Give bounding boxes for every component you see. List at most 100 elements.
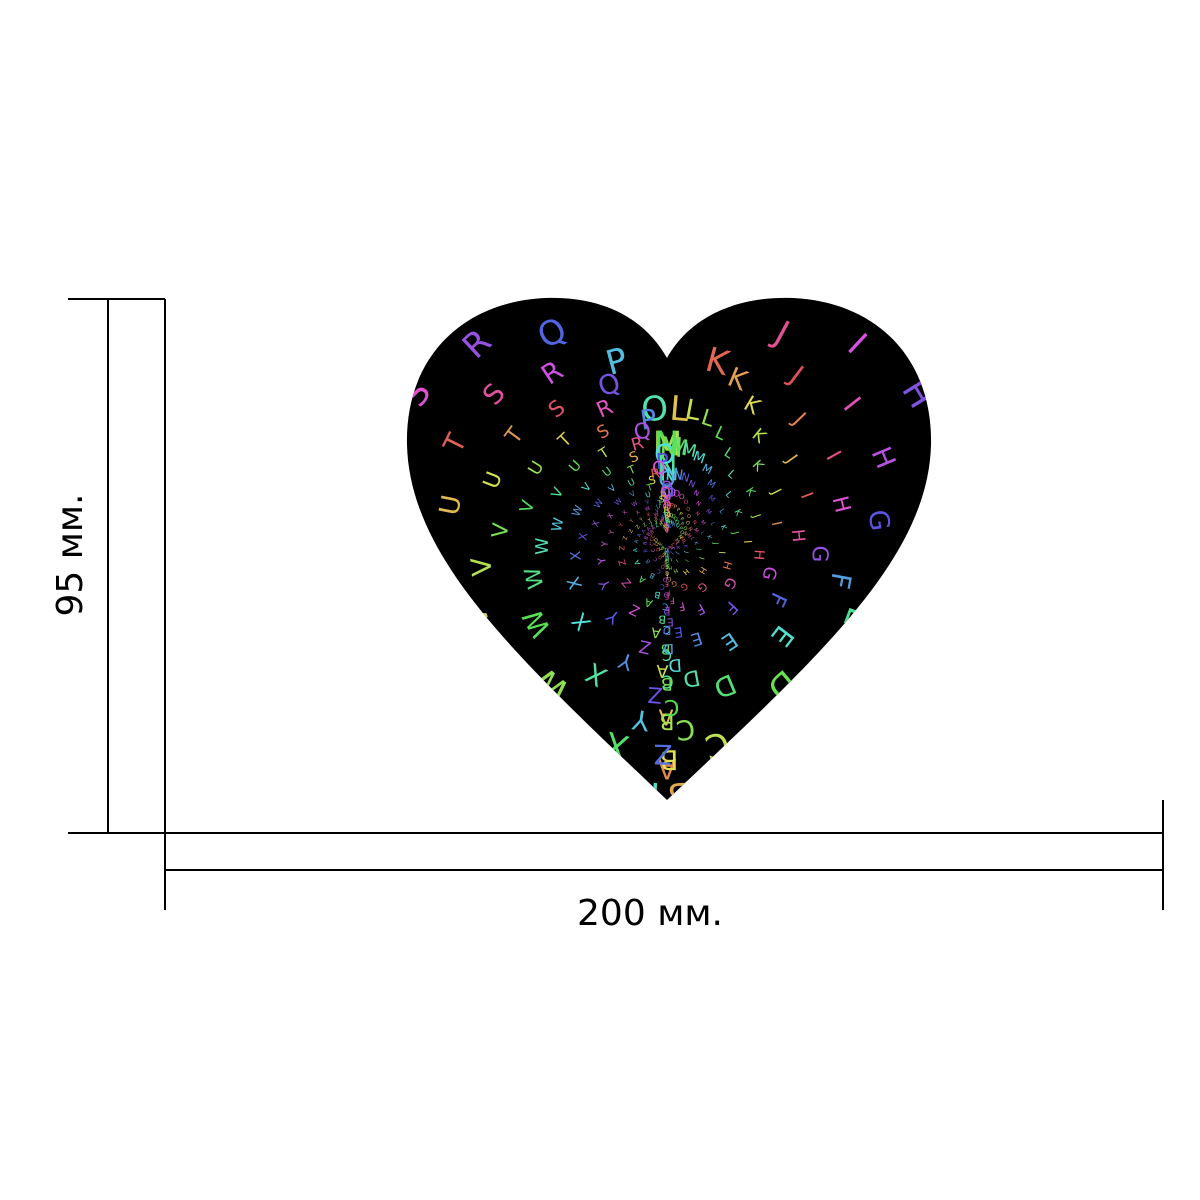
heart-letter: P (666, 502, 672, 512)
heart-letter: E (665, 580, 669, 586)
heart-letter: Y (658, 522, 664, 529)
heart-letter: P (678, 511, 683, 518)
heart-letter: L (717, 507, 727, 515)
heart-letter: Y (653, 519, 660, 526)
heart-letter: U (627, 477, 638, 489)
heart-letter: H (666, 561, 670, 567)
heart-letter: J (669, 549, 675, 555)
heart-letter: P (669, 501, 675, 510)
heart-letter: L (689, 537, 696, 542)
heart-letter: N (657, 451, 677, 482)
heart-letter: Z (623, 536, 630, 541)
heart-letter: V (488, 522, 514, 540)
heart-letter: V (466, 555, 499, 577)
heart-letter: W (569, 503, 585, 518)
heart-letter: A (651, 525, 658, 532)
heart-letter: C (656, 567, 662, 574)
heart-letter: D (663, 624, 672, 637)
heart-letter: G (862, 508, 895, 533)
heart-letter: I (667, 554, 669, 560)
heart-letter: B (645, 557, 652, 564)
heart-letter: V (607, 483, 619, 495)
heart-letter: L (683, 394, 704, 427)
heart-letter: O (654, 439, 676, 470)
heart-letter: O (684, 520, 691, 527)
heart-letter: A (646, 526, 653, 533)
heart-letter: D (662, 576, 667, 582)
heart-letter: I (666, 551, 668, 557)
heart-letter: H (668, 564, 673, 571)
heart-letter: E (664, 604, 670, 614)
heart-letter: T (664, 520, 669, 526)
heart-letter: F (823, 570, 856, 591)
heart-letter: N (680, 470, 691, 485)
heart-letter: O (663, 485, 674, 501)
heart-letter: Q (671, 514, 676, 521)
heart-letter: N (654, 424, 680, 464)
heart-letter: M (692, 527, 699, 534)
heart-letter: N (694, 511, 701, 518)
heart-letter: X (622, 510, 629, 517)
heart-letter: D (681, 664, 702, 692)
heart-letter: Y (638, 516, 646, 524)
heart-letter: R (671, 522, 676, 529)
heart-letter: F (666, 588, 670, 597)
heart-letter: N (677, 534, 684, 541)
heart-letter: G (679, 580, 689, 592)
heart-letter: L (668, 389, 690, 431)
heart-letter: P (664, 499, 671, 512)
heart-letter: T (665, 526, 670, 532)
heart-letter: Z (628, 528, 635, 534)
heart-letter: Y (595, 556, 609, 566)
heart-letter: K (719, 523, 729, 531)
heart-letter: E (661, 551, 667, 558)
heart-letter: M (678, 536, 685, 543)
heart-letter: T (664, 526, 669, 532)
heart-letter: H (665, 557, 669, 563)
heart-letter: B (661, 673, 673, 693)
heart-letter: B (649, 529, 656, 536)
width-dimension: 200 мм. (164, 800, 1164, 934)
heart-letter: G (665, 570, 669, 576)
heart-letter: B (643, 548, 649, 553)
heart-letter: K (669, 546, 675, 550)
heart-letter: N (660, 462, 677, 487)
heart-letter: A (650, 624, 662, 641)
heart-letter: O (685, 506, 691, 513)
heart-letter: H (787, 528, 808, 543)
heart-letter: F (677, 599, 686, 613)
heart-letter: J (750, 512, 764, 520)
heart-letter: B (643, 535, 650, 541)
heart-letter: M (691, 448, 708, 467)
heart-letter: G (665, 563, 669, 569)
heart-letter: E (664, 593, 669, 602)
heart-letter: D (663, 606, 670, 616)
heart-letter: O (667, 486, 677, 500)
heart-letter: O (682, 499, 689, 506)
heart-letter: X (646, 512, 652, 519)
heart-letter: H (681, 567, 691, 577)
heart-letter: S (665, 518, 669, 524)
heart-letter: Q (632, 418, 654, 446)
heart-letter: F (665, 571, 668, 577)
heart-letter: H (719, 560, 734, 572)
heart-letter: X (577, 532, 591, 542)
heart-letter: O (678, 491, 686, 501)
heart-letter: K (666, 546, 673, 551)
heart-letter: X (654, 515, 660, 522)
heart-letter: T (371, 452, 416, 484)
heart-letter: P (676, 507, 681, 514)
heart-letter: N (681, 531, 688, 538)
heart-letter: D (668, 654, 683, 675)
heart-letter: F (663, 548, 668, 555)
heart-letter: A (634, 539, 641, 544)
heart-letter: G (665, 557, 669, 563)
heart-letter: N (687, 479, 697, 491)
heart-letter: L (709, 522, 716, 528)
heart-letter: L (680, 540, 687, 545)
heart-letter: O (681, 525, 688, 532)
heart-letter: C (674, 712, 696, 745)
heart-letter: O (660, 481, 674, 501)
heart-letter: A (636, 572, 648, 584)
